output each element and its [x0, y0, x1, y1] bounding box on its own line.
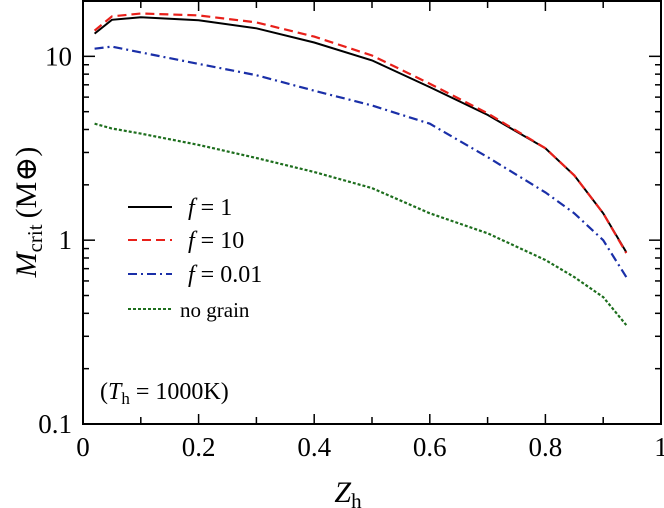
- x-tick-labels: 0 0.2 0.4 0.6 0.8 1: [76, 432, 664, 462]
- legend: f = 1 f = 10 f = 0.01 no grain: [128, 195, 262, 322]
- y-axis-label: Mcrit(M⊕): [10, 147, 47, 279]
- series-line-3: [94, 122, 628, 326]
- legend-label: f = 1: [188, 195, 232, 221]
- x-tick-label: 0.4: [297, 432, 331, 462]
- series-lines: [93, 12, 628, 326]
- legend-label: no grain: [180, 298, 250, 322]
- y-tick-label: 0.1: [38, 409, 72, 439]
- series-line-0: [93, 16, 628, 253]
- annotation: (Th = 1000K): [100, 379, 229, 408]
- ticks: [83, 0, 661, 425]
- x-tick-label: 0.8: [529, 432, 563, 462]
- plot-frame: [82, 0, 662, 425]
- series-line-1: [93, 12, 628, 254]
- x-tick-label: 0.6: [413, 432, 447, 462]
- legend-label: f = 0.01: [188, 262, 262, 288]
- y-tick-labels: 0.1 1 10: [38, 41, 72, 439]
- legend-label: f = 10: [188, 228, 244, 254]
- x-tick-label: 0: [76, 432, 90, 462]
- y-tick-label: 10: [45, 41, 72, 71]
- x-axis-label: Zh: [334, 476, 362, 508]
- y-tick-label: 1: [59, 225, 73, 255]
- series-line-2: [94, 45, 628, 278]
- x-tick-label: 1: [654, 432, 664, 462]
- x-tick-label: 0.2: [182, 432, 216, 462]
